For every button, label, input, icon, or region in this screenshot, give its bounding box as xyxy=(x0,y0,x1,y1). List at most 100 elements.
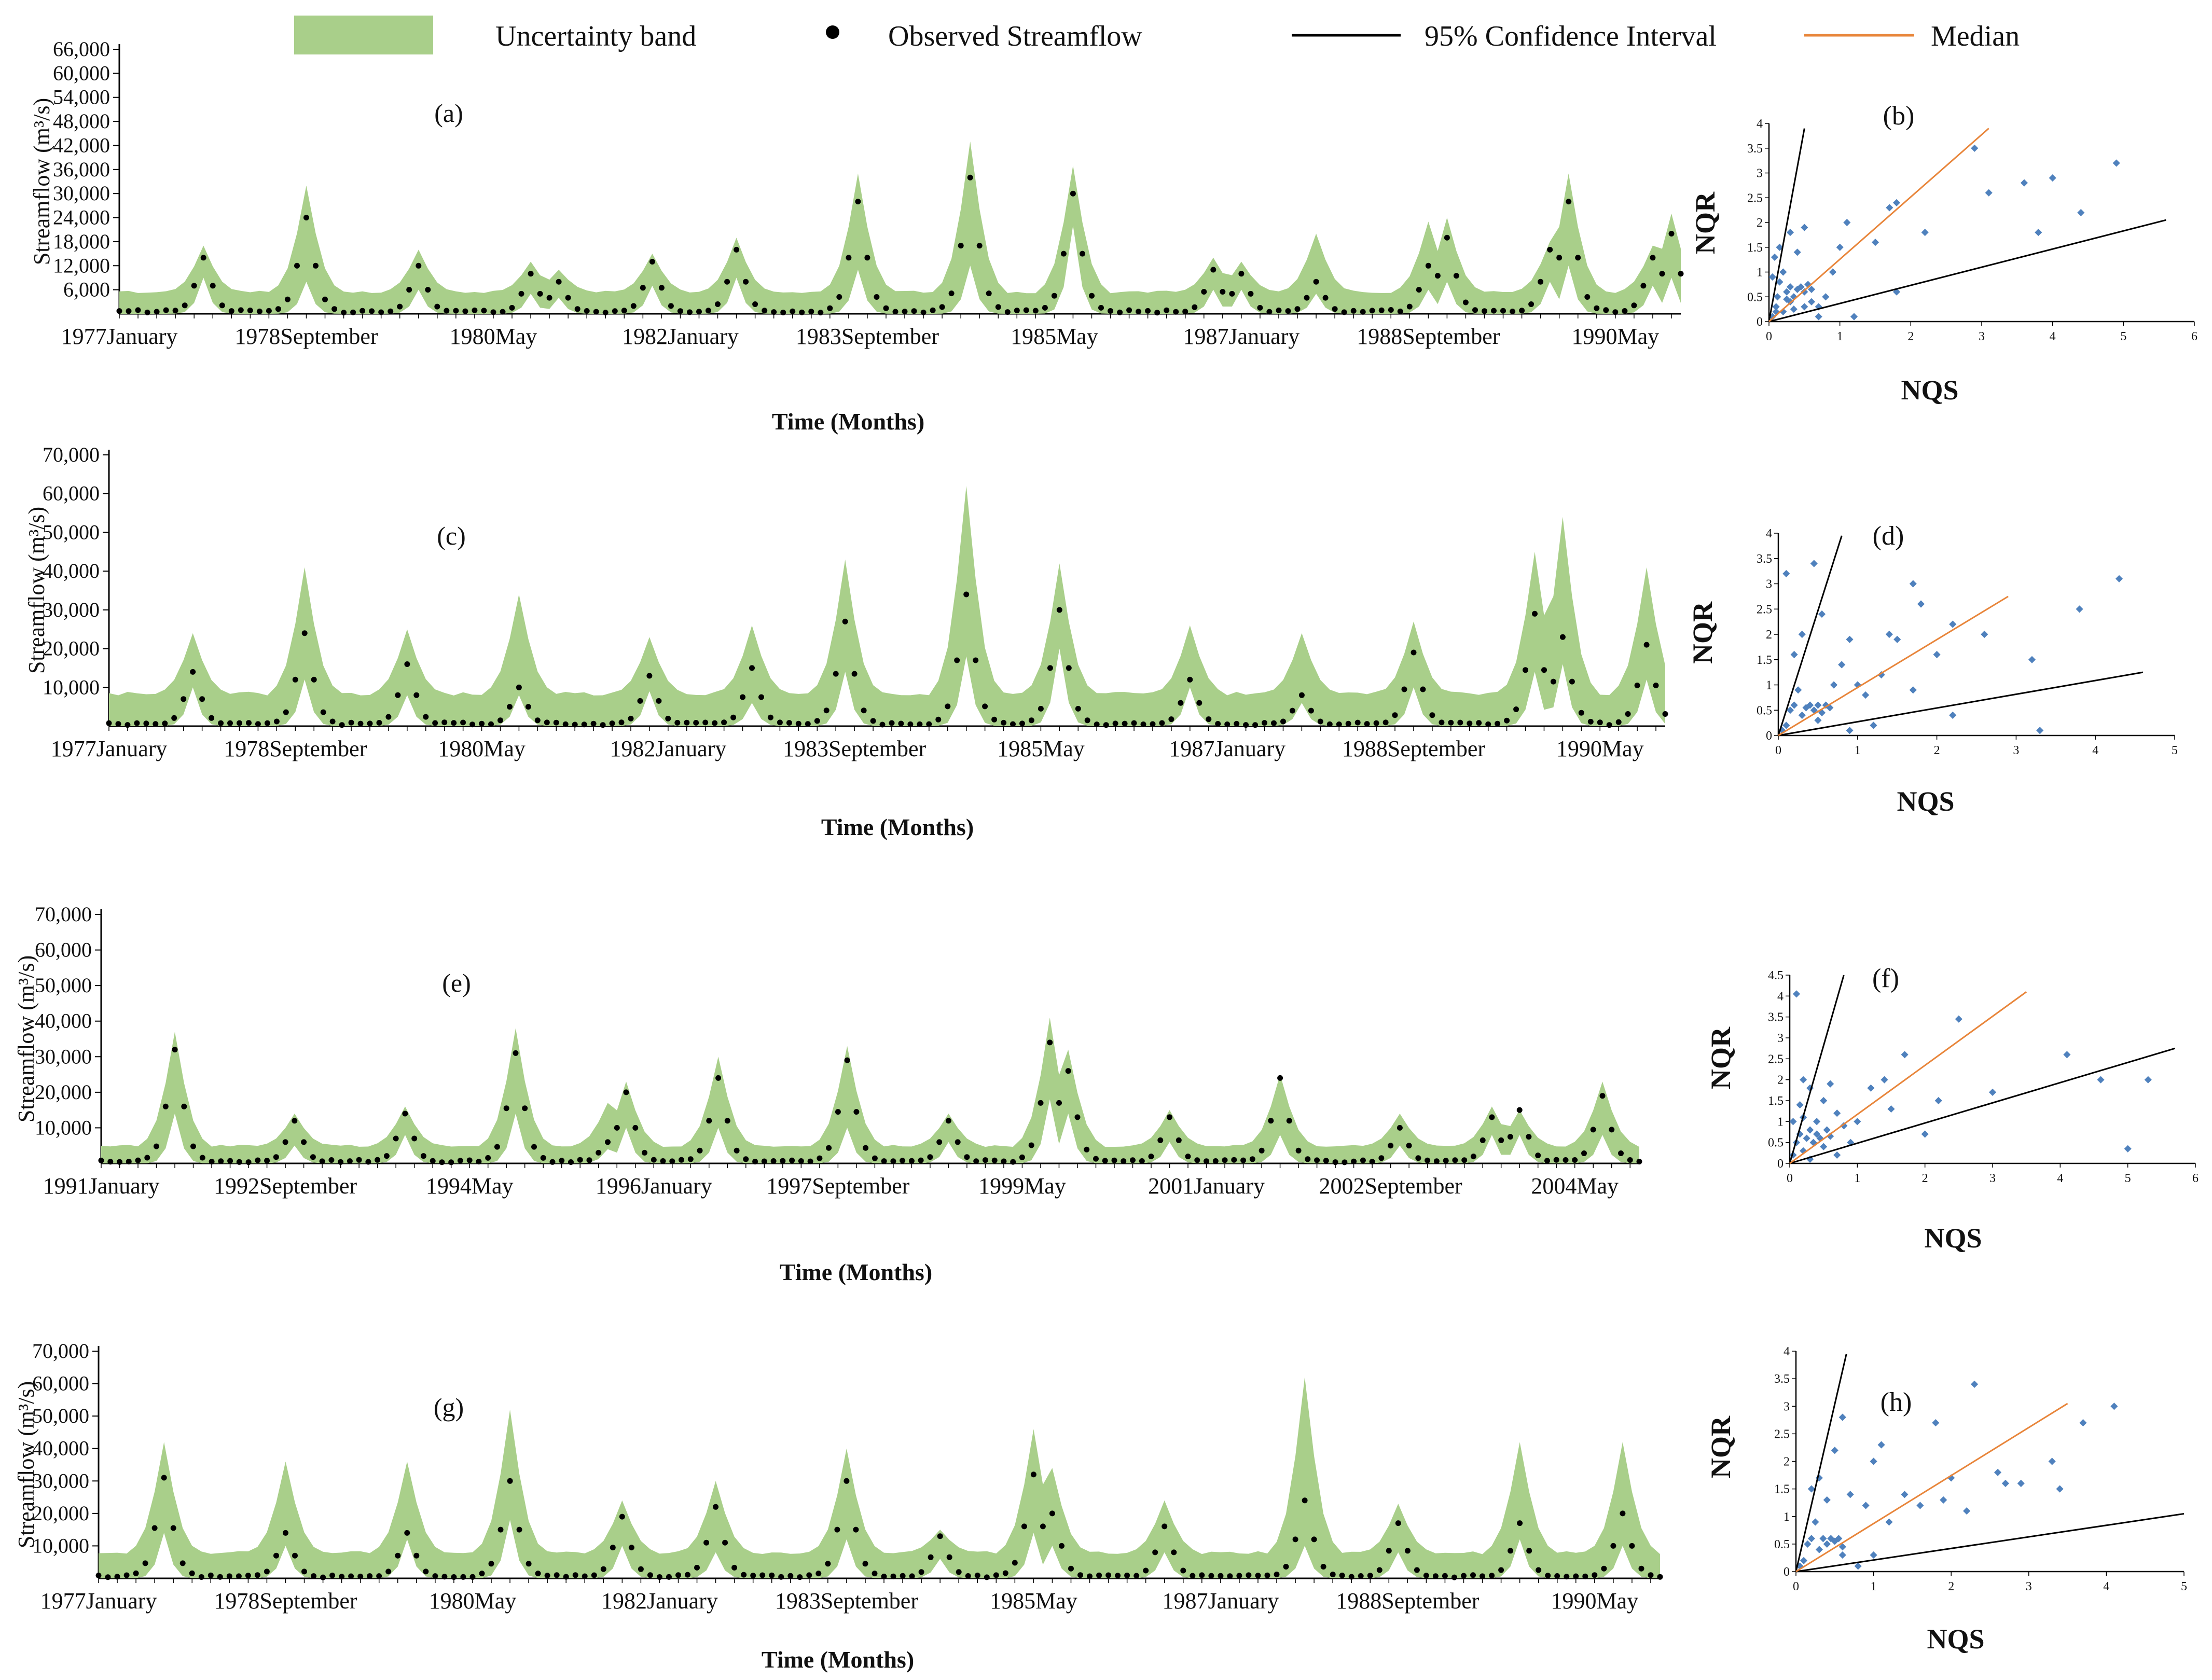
scatter-point xyxy=(1792,990,1801,998)
observed-point xyxy=(697,1147,703,1154)
observed-point xyxy=(973,657,979,663)
legend-observed-marker xyxy=(826,25,839,39)
observed-point xyxy=(1553,1157,1559,1163)
observed-point xyxy=(378,309,384,315)
observed-point xyxy=(1563,1157,1569,1163)
observed-point xyxy=(420,1153,426,1159)
observed-point xyxy=(936,1139,943,1145)
observed-point xyxy=(1121,1158,1127,1164)
y-tick-label: 1.5 xyxy=(1768,1094,1784,1108)
scatter-point xyxy=(2049,174,2056,182)
observed-point xyxy=(677,308,683,314)
observed-point xyxy=(1154,310,1160,316)
y-tick-label: 30,000 xyxy=(43,598,100,621)
observed-point xyxy=(210,283,216,289)
observed-point xyxy=(1606,722,1612,728)
observed-point xyxy=(1038,1100,1044,1106)
observed-point xyxy=(806,1572,812,1578)
scatter-point xyxy=(1779,268,1787,276)
observed-point xyxy=(497,717,503,724)
observed-point xyxy=(535,1571,541,1577)
observed-point xyxy=(1634,683,1640,688)
observed-point xyxy=(1320,1564,1326,1570)
observed-point xyxy=(516,1526,522,1533)
observed-point xyxy=(161,1475,167,1481)
observed-point xyxy=(724,1118,730,1124)
confidence-interval-line xyxy=(1778,671,2144,737)
observed-point xyxy=(568,1159,574,1165)
observed-point xyxy=(563,1574,569,1580)
observed-point xyxy=(356,1157,362,1163)
observed-point xyxy=(724,279,730,285)
x-axis-label: NQS xyxy=(1897,786,1954,817)
observed-point xyxy=(256,308,262,314)
observed-point xyxy=(1457,719,1463,726)
observed-point xyxy=(1255,1573,1261,1579)
scatter-point xyxy=(2077,209,2085,216)
observed-point xyxy=(752,1159,758,1164)
observed-point xyxy=(441,719,448,726)
observed-point xyxy=(1657,1574,1663,1580)
x-tick-label: 0 xyxy=(1775,744,1781,757)
observed-point xyxy=(209,715,215,721)
observed-point xyxy=(1516,1107,1523,1113)
observed-point xyxy=(1643,642,1650,648)
observed-point xyxy=(416,262,422,269)
panel-label: (c) xyxy=(437,521,466,550)
observed-point xyxy=(1047,665,1053,671)
observed-point xyxy=(209,1159,215,1165)
observed-point xyxy=(107,1159,114,1165)
observed-point xyxy=(917,721,923,727)
observed-point xyxy=(266,308,272,314)
x-tick-label: 0 xyxy=(1766,330,1772,343)
observed-point xyxy=(1028,717,1034,724)
y-tick-label: 4 xyxy=(1766,527,1772,540)
observed-point xyxy=(1532,610,1538,617)
y-tick-label: 3 xyxy=(1757,167,1763,181)
scatter-point xyxy=(1870,1551,1877,1559)
observed-point xyxy=(1442,1573,1448,1579)
observed-point xyxy=(1513,706,1519,712)
observed-point xyxy=(605,1139,611,1145)
observed-point xyxy=(1103,722,1109,728)
observed-point xyxy=(833,671,839,677)
scatter-point xyxy=(1801,303,1808,311)
observed-point xyxy=(350,309,356,315)
observed-point xyxy=(397,303,403,310)
observed-point xyxy=(544,719,550,726)
observed-point xyxy=(1051,293,1057,299)
observed-point xyxy=(814,718,820,724)
observed-point xyxy=(1397,1124,1403,1131)
observed-point xyxy=(1240,1157,1247,1163)
observed-point xyxy=(1276,307,1282,313)
y-tick-label: 30,000 xyxy=(53,182,110,205)
observed-point xyxy=(559,1158,565,1164)
observed-point xyxy=(666,1574,672,1580)
observed-point xyxy=(687,1156,694,1162)
observed-point xyxy=(1603,307,1609,313)
observed-point xyxy=(1629,1543,1635,1549)
observed-point xyxy=(1001,1158,1007,1164)
x-tick-label: 6 xyxy=(2192,1172,2199,1185)
observed-point xyxy=(956,1569,962,1575)
observed-point xyxy=(404,661,410,667)
observed-point xyxy=(1010,721,1016,727)
x-axis-label: Time (Months) xyxy=(780,1259,932,1285)
observed-point xyxy=(1538,279,1544,285)
median-line xyxy=(1778,595,2009,737)
observed-point xyxy=(1122,720,1128,727)
y-tick-label: 4 xyxy=(1777,990,1784,1003)
y-tick-label: 0.5 xyxy=(1747,290,1763,304)
observed-point xyxy=(1196,700,1202,706)
observed-point xyxy=(1653,683,1659,688)
observed-point xyxy=(1526,1548,1532,1554)
observed-point xyxy=(974,1572,980,1578)
observed-point xyxy=(702,719,709,726)
observed-point xyxy=(628,1545,634,1551)
observed-point xyxy=(703,1539,710,1546)
observed-point xyxy=(1038,705,1044,712)
observed-point xyxy=(853,1109,860,1115)
x-tick-label: 3 xyxy=(2013,744,2019,757)
observed-point xyxy=(986,290,992,297)
observed-point xyxy=(98,1157,104,1163)
